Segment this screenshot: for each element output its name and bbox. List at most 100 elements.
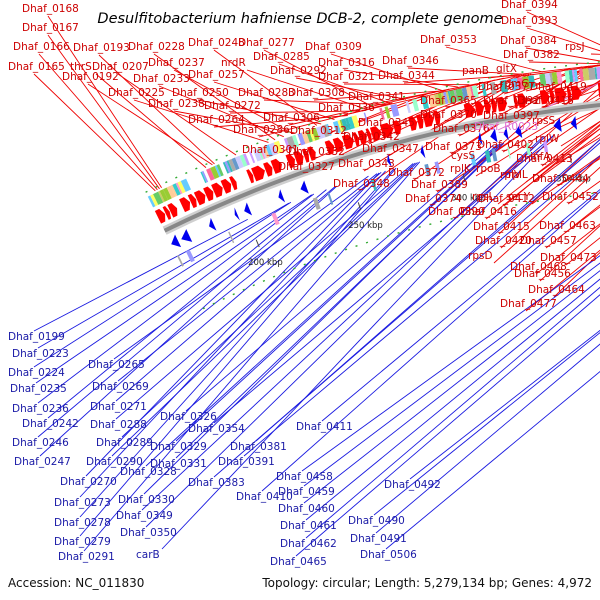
cog-block — [268, 142, 278, 156]
reverse-gene-arrow — [244, 202, 253, 216]
forward-gene-label: Dhaf_0250 — [172, 87, 229, 99]
forward-gene-label: Dhaf_0327 — [278, 161, 335, 173]
reverse-gene-label: Dhaf_0247 — [14, 456, 71, 468]
cog-block — [337, 120, 344, 133]
forward-gene-label: Dhaf_0345 — [358, 117, 415, 129]
reverse-leader-line — [33, 219, 248, 332]
forward-gene-label: cysS — [451, 150, 475, 162]
forward-leader-line — [557, 157, 600, 187]
forward-gene-label: Dhaf_0473 — [540, 252, 597, 264]
reverse-gene-label: Dhaf_0381 — [230, 441, 287, 453]
forward-gene-label: rpsD — [468, 250, 493, 262]
forward-gene-label: Dhaf_0377 — [478, 81, 535, 93]
cog-block — [265, 144, 273, 157]
forward-leader-line — [526, 11, 600, 46]
forward-gene-label: rpoB — [476, 163, 501, 175]
cog-block — [466, 86, 473, 100]
reverse-gene-label: Dhaf_0270 — [60, 476, 117, 488]
forward-gene-label: Dhaf_0346 — [382, 55, 439, 67]
forward-gene-arrow — [496, 96, 508, 112]
forward-gene-label: rplW — [535, 133, 560, 145]
cog-block — [261, 146, 267, 159]
forward-leader-line — [553, 252, 600, 298]
forward-gene-label: Dhaf_0365 — [420, 95, 477, 107]
cog-block-inner — [543, 140, 549, 153]
cog-block — [222, 161, 230, 174]
cog-block — [489, 81, 497, 95]
forward-gene-label: Dhaf_0285 — [253, 51, 310, 63]
reverse-leader-line — [161, 134, 555, 550]
forward-leader-line — [493, 166, 600, 264]
forward-leader-line — [343, 77, 504, 116]
reverse-gene-label: Dhaf_0288 — [90, 419, 147, 431]
forward-gene-arrow — [324, 140, 335, 156]
cog-block — [311, 127, 320, 141]
cog-block — [150, 194, 159, 207]
forward-gene-arrow — [270, 158, 282, 174]
forward-gene-arrow — [154, 208, 166, 224]
cog-block — [379, 107, 385, 121]
reverse-gene-label: Dhaf_0383 — [188, 477, 245, 489]
forward-gene-label: nrdR — [221, 57, 246, 69]
cog-block — [594, 67, 598, 80]
forward-leader-line — [485, 128, 600, 220]
forward-gene-label: Dhaf_0464 — [528, 284, 585, 296]
forward-leader-line — [117, 73, 237, 156]
forward-gene-label: rpmG — [500, 78, 529, 90]
reverse-gene-label: Dhaf_0278 — [54, 517, 111, 529]
forward-gene-label: Dhaf_0415 — [473, 221, 530, 233]
forward-gene-label: Dhaf_0372 — [388, 167, 445, 179]
forward-gene-arrow — [566, 86, 572, 101]
forward-gene-label: panB — [462, 65, 489, 77]
reverse-gene-label: Dhaf_0290 — [86, 456, 143, 468]
forward-gene-label: Dhaf_0272 — [204, 100, 261, 112]
forward-gene-label: Dhaf_0477 — [500, 298, 557, 310]
reverse-gene-label: Dhaf_0350 — [120, 527, 177, 539]
cog-block — [248, 151, 256, 164]
cog-block — [315, 125, 326, 140]
forward-gene-arrow — [408, 116, 418, 131]
tick-label: 300 kbp — [451, 193, 486, 203]
forward-leader-line — [343, 83, 470, 86]
reverse-gene-label: Dhaf_0465 — [270, 556, 327, 568]
cog-block — [573, 69, 579, 82]
reverse-gene-label: Dhaf_0273 — [54, 497, 111, 509]
reverse-leader-line — [243, 155, 600, 457]
cog-block — [147, 195, 156, 208]
cog-block — [405, 100, 411, 114]
forward-leader-line — [263, 49, 375, 109]
forward-gene-arrow — [293, 150, 304, 166]
forward-gene-arrow — [570, 85, 582, 101]
reverse-gene-label: Dhaf_0458 — [276, 471, 333, 483]
reverse-gene-arrow — [387, 153, 392, 168]
cog-block — [283, 137, 291, 151]
cog-block — [528, 75, 536, 89]
forward-gene-label: Dhaf_0382 — [503, 49, 560, 61]
reverse-gene-arrow — [570, 115, 578, 130]
cog-block — [341, 118, 349, 132]
cog-block-inner — [176, 255, 184, 267]
cog-block — [556, 71, 563, 84]
forward-leader-line — [47, 15, 162, 189]
cog-block — [326, 123, 332, 136]
tick-mark — [255, 239, 260, 248]
reverse-gene-label: Dhaf_0265 — [88, 359, 145, 371]
cog-block — [539, 73, 547, 87]
cog-block — [516, 77, 525, 90]
cog-block — [434, 93, 441, 107]
forward-leader-line — [501, 107, 600, 177]
forward-gene-label: Dhaf_0457 — [520, 235, 577, 247]
cog-block — [242, 153, 250, 166]
forward-leader-line — [539, 225, 600, 282]
cog-block — [596, 66, 600, 80]
cog-block — [339, 119, 345, 132]
forward-leader-line — [87, 83, 213, 166]
reverse-gene-arrow — [490, 128, 498, 143]
forward-leader-line — [560, 120, 600, 147]
forward-leader-line — [173, 69, 293, 134]
forward-gene-label: Dhaf_0237 — [148, 57, 205, 69]
reverse-gene-label: Dhaf_0289 — [96, 437, 153, 449]
forward-gene-label: Dhaf_0336 — [318, 102, 375, 114]
reverse-leader-line — [185, 144, 494, 412]
